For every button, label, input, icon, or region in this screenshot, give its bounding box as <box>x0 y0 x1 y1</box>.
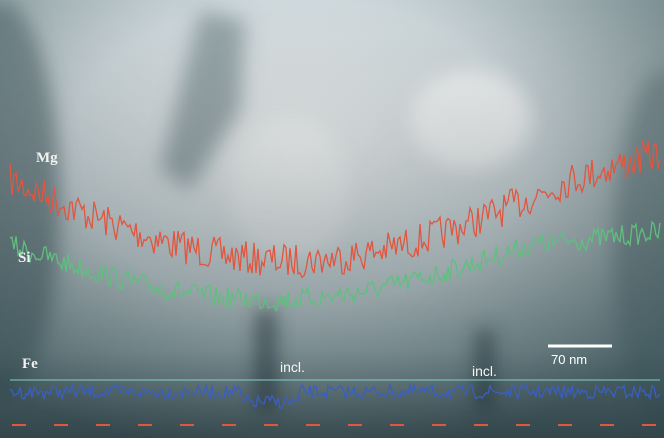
si-label: Si <box>18 250 31 266</box>
mg-label: Mg <box>36 150 58 166</box>
micrograph-figure: Mg Si Fe incl. incl. 70 nm <box>0 0 664 438</box>
inclusion-label: incl. <box>280 359 305 375</box>
scale-bar-label: 70 nm <box>551 352 587 367</box>
fe-label: Fe <box>22 356 38 372</box>
inclusion-label: incl. <box>472 363 497 379</box>
